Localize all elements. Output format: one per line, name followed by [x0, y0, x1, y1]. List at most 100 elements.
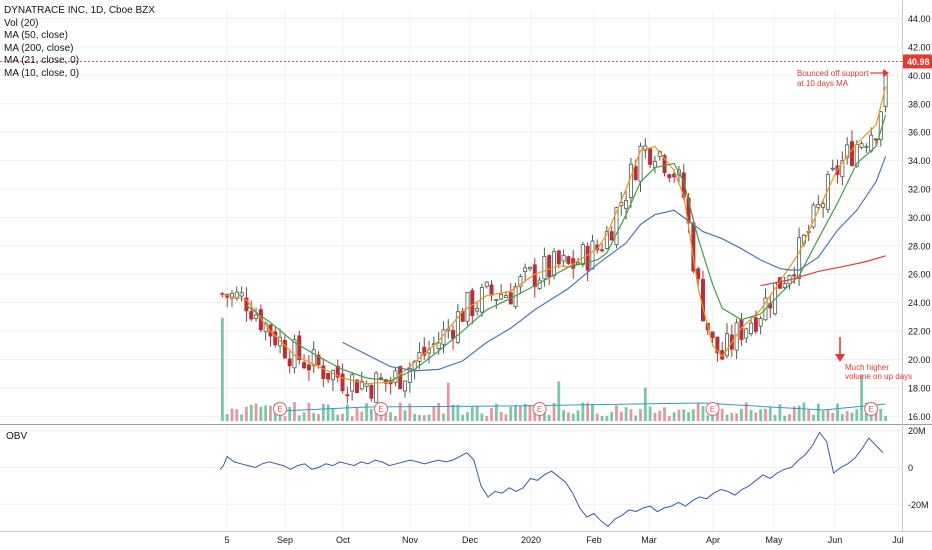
volume-bar: [706, 415, 710, 421]
candle-body: [489, 284, 494, 296]
candle-body: [864, 145, 869, 148]
candle-body: [552, 251, 557, 276]
volume-ma-line: [280, 402, 886, 412]
legend-title[interactable]: DYNATRACE INC, 1D, Cboe BZX: [4, 5, 155, 16]
legend-ma50[interactable]: MA (50, close): [4, 30, 68, 41]
candle-body: [604, 231, 609, 249]
legend-ma200[interactable]: MA (200, close): [4, 42, 74, 54]
volume-bar: [720, 408, 724, 421]
candle-body: [364, 383, 369, 387]
volume-bar: [442, 413, 445, 421]
time-tick-label: May: [765, 535, 783, 545]
candle-body: [753, 317, 758, 332]
volume-bar: [355, 407, 359, 421]
volume-bar: [586, 402, 590, 421]
candle-body: [340, 373, 345, 392]
volume-bar: [374, 411, 378, 421]
candle-body: [547, 255, 552, 278]
volume-bar: [639, 409, 642, 421]
candle-body: [244, 297, 249, 312]
volume-bar: [264, 405, 268, 421]
volume-bar: [855, 409, 859, 421]
candle-body: [503, 294, 508, 299]
volume-bar: [663, 407, 666, 421]
volume-bar: [326, 404, 330, 421]
volume-bar: [480, 413, 484, 421]
candle-body: [345, 394, 350, 397]
candle-body: [374, 372, 379, 403]
price-tick-label: 26.00: [908, 270, 931, 280]
volume-bar: [293, 402, 296, 421]
price-tick-label: 16.00: [908, 412, 931, 422]
time-tick-label: Jun: [828, 535, 843, 545]
price-tick-label: 40.00: [908, 71, 931, 81]
volume-bar: [240, 414, 244, 421]
support-arrow-head: [883, 69, 889, 77]
candle-body: [302, 362, 307, 369]
candle-body: [725, 333, 730, 357]
volume-bar: [831, 412, 835, 421]
volume-bar: [749, 410, 753, 421]
volume-bar: [667, 415, 671, 421]
volume-bar: [466, 412, 469, 421]
candle-body: [316, 354, 321, 366]
ma-line: [760, 255, 886, 287]
candle-body: [484, 281, 489, 288]
volume-bar: [312, 413, 316, 421]
candle-body: [556, 250, 561, 265]
candle-body: [249, 311, 254, 320]
candle-body: [628, 163, 633, 198]
candle-body: [782, 283, 787, 289]
candle-body: [407, 367, 412, 383]
volume-bar: [437, 402, 441, 421]
ma-line: [246, 114, 887, 382]
volume-bar: [235, 409, 239, 421]
annotation-support-2: at 10 days MA: [797, 79, 849, 88]
volume-bar: [490, 407, 493, 421]
candle-body: [561, 254, 566, 262]
candle-body: [470, 290, 475, 317]
legend-volume[interactable]: Vol (20): [4, 17, 39, 29]
legend-ma21[interactable]: MA (21, close, 0): [4, 55, 80, 66]
last-price-badge: [903, 54, 932, 69]
candle-body: [734, 322, 739, 351]
obv-title[interactable]: OBV: [6, 431, 28, 442]
candle-body: [537, 279, 542, 289]
annotation-support-1: Bounced off support: [797, 69, 869, 78]
candle-body: [869, 134, 874, 152]
volume-bar: [725, 414, 729, 421]
obv-tick-label: 0: [908, 463, 913, 473]
volume-bar: [677, 409, 681, 421]
legend-ma10[interactable]: MA (10, close, 0): [4, 67, 80, 79]
volume-bar: [408, 403, 412, 421]
candle-body: [840, 160, 845, 178]
time-tick-label: Sep: [277, 535, 293, 545]
candle-body: [845, 144, 850, 159]
volume-bar: [307, 402, 311, 421]
candle-body: [527, 266, 532, 270]
volume-bar: [816, 403, 820, 421]
candle-body: [254, 314, 259, 319]
candle-body: [797, 237, 802, 279]
candle-body: [859, 143, 864, 148]
volume-bar: [850, 412, 854, 421]
volume-bar: [778, 404, 782, 421]
volume-bar: [249, 404, 253, 421]
candle-body: [710, 331, 715, 339]
volume-bar: [350, 416, 354, 421]
volume-bar: [389, 412, 393, 421]
volume-bar: [394, 416, 397, 421]
volume-bar: [283, 416, 287, 421]
volume-bar: [369, 408, 373, 421]
volume-bar: [269, 405, 272, 421]
candle-body: [873, 138, 878, 141]
candle-body: [403, 380, 408, 392]
time-tick-label: Dec: [462, 535, 479, 545]
obv-tick-label: 20M: [908, 426, 926, 436]
candle-body: [542, 256, 547, 280]
last-price-label: 40.98: [907, 57, 930, 67]
volume-bar: [451, 404, 455, 421]
volume-bar: [744, 402, 748, 421]
volume-bar: [591, 404, 594, 421]
price-tick-label: 38.00: [908, 99, 931, 109]
